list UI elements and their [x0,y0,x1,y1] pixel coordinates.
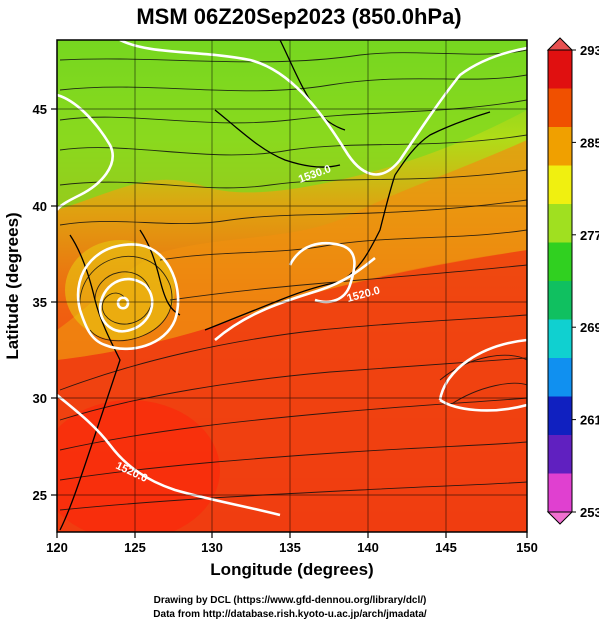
y-axis-label: Latitude (degrees) [3,212,22,359]
colorbar-labels: 253 261 269 277 285 293 [572,43,599,520]
colorbar-tick-label: 253 [580,505,599,520]
x-tick-label: 125 [124,540,146,555]
colorbar-segment [548,319,572,359]
chart-title: MSM 06Z20Sep2023 (850.0hPa) [136,4,461,29]
colorbar-segments [548,50,572,513]
x-tick-label: 135 [279,540,301,555]
y-tick-labels: 25 30 35 40 45 [33,102,47,503]
colorbar-segment [548,396,572,436]
x-tick-label: 140 [357,540,379,555]
cool-sector [57,40,527,210]
plot-frame [56,39,528,533]
colorbar-tick-label: 293 [580,43,599,58]
colorbar-bottom-arrow [546,511,574,525]
hot-core [57,400,220,532]
colorbar-segment [548,435,572,474]
y-tick-label: 45 [33,102,47,117]
height-contours [57,40,527,517]
x-tick-label: 150 [516,540,538,555]
warm-pocket [65,240,175,340]
colorbar-segment [548,473,572,513]
colorbar-tick-label: 285 [580,135,599,150]
colorbar: 253 261 269 277 285 293 [546,37,599,525]
colorbar-segment [548,242,572,282]
grid [57,40,527,532]
x-tick-label: 145 [435,540,457,555]
y-tick-label: 40 [33,199,47,214]
colorbar-segment [548,281,572,320]
x-axis-label: Longitude (degrees) [210,560,373,579]
x-tick-label: 130 [201,540,223,555]
colorbar-tick-label: 261 [580,413,599,428]
colorbar-tick-label: 277 [580,228,599,243]
credit-line-1: Drawing by DCL (https://www.gfd-dennou.o… [154,595,427,606]
colorbar-tick-label: 269 [580,320,599,335]
colorbar-segment [548,358,572,397]
x-tick-label: 120 [46,540,68,555]
tick-marks [51,108,528,538]
colorbar-segment [548,204,572,243]
colorbar-segment [548,88,572,128]
colorbar-segment [548,165,572,205]
y-tick-label: 35 [33,295,47,310]
colorbar-segment [548,50,572,89]
colorbar-frame [547,49,573,513]
x-tick-labels: 120 125 130 135 140 145 150 [46,540,538,555]
colorbar-top-arrow [546,37,574,51]
y-tick-label: 25 [33,488,47,503]
plot-area [57,40,527,532]
y-tick-label: 30 [33,391,47,406]
credit-line-2: Data from http://database.rish.kyoto-u.a… [153,609,427,620]
colorbar-segment [548,127,572,166]
